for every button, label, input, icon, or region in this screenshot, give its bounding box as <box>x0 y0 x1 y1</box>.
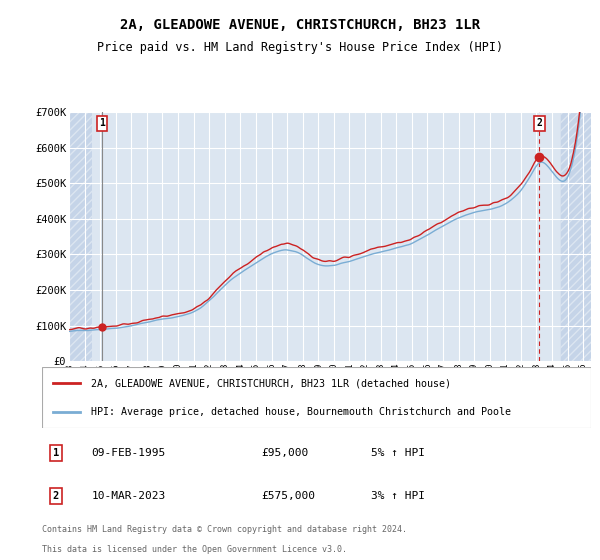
Bar <box>560 112 591 361</box>
Bar <box>560 112 591 361</box>
Text: 1: 1 <box>99 118 105 128</box>
Text: Price paid vs. HM Land Registry's House Price Index (HPI): Price paid vs. HM Land Registry's House … <box>97 41 503 54</box>
Bar <box>69 112 92 361</box>
Text: 2A, GLEADOWE AVENUE, CHRISTCHURCH, BH23 1LR: 2A, GLEADOWE AVENUE, CHRISTCHURCH, BH23 … <box>120 18 480 32</box>
Text: £95,000: £95,000 <box>262 448 309 458</box>
Text: 2: 2 <box>53 491 59 501</box>
Text: £575,000: £575,000 <box>262 491 316 501</box>
FancyBboxPatch shape <box>42 367 591 428</box>
Text: 10-MAR-2023: 10-MAR-2023 <box>91 491 166 501</box>
Text: 3% ↑ HPI: 3% ↑ HPI <box>371 491 425 501</box>
Text: 09-FEB-1995: 09-FEB-1995 <box>91 448 166 458</box>
Text: 2: 2 <box>536 118 542 128</box>
Text: 5% ↑ HPI: 5% ↑ HPI <box>371 448 425 458</box>
Text: This data is licensed under the Open Government Licence v3.0.: This data is licensed under the Open Gov… <box>42 545 347 554</box>
Text: 2A, GLEADOWE AVENUE, CHRISTCHURCH, BH23 1LR (detached house): 2A, GLEADOWE AVENUE, CHRISTCHURCH, BH23 … <box>91 379 451 389</box>
Text: 1: 1 <box>53 448 59 458</box>
Text: Contains HM Land Registry data © Crown copyright and database right 2024.: Contains HM Land Registry data © Crown c… <box>42 525 407 534</box>
Text: HPI: Average price, detached house, Bournemouth Christchurch and Poole: HPI: Average price, detached house, Bour… <box>91 407 511 417</box>
Bar <box>69 112 92 361</box>
